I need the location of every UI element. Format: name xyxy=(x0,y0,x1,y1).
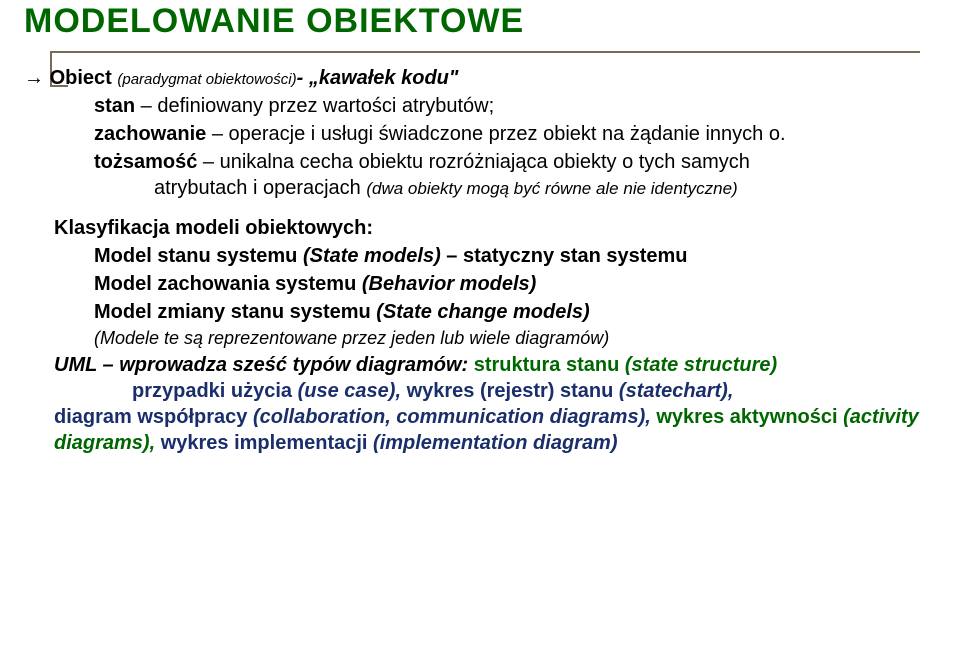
content-body: → Obiect (paradygmat obiektowości)- „kaw… xyxy=(24,65,936,456)
uml3b: (collaboration, communication diagrams), xyxy=(253,406,656,428)
obiect-line: → Obiect (paradygmat obiektowości)- „kaw… xyxy=(24,65,936,91)
uml2c: wykres (rejestr) stanu xyxy=(407,380,619,402)
uml-a: UML – wprowadza sześć typów diagramów: xyxy=(54,354,474,376)
arrow-text: → xyxy=(24,67,50,89)
k2b: (Behavior models) xyxy=(362,273,536,295)
tozsamosc-word: tożsamość xyxy=(94,151,197,173)
k1a: Model stanu systemu xyxy=(94,245,303,267)
k3a: Model zmiany stanu systemu xyxy=(94,301,376,323)
uml3e: wykres implementacji xyxy=(161,432,373,454)
uml-line3: diagram współpracy (collaboration, commu… xyxy=(54,404,936,456)
klasyfikacja-title: Klasyfikacja modeli obiektowych: xyxy=(54,215,936,241)
stan-word: stan xyxy=(94,95,135,117)
uml-c: (state structure) xyxy=(625,354,777,376)
k1b: (State models) xyxy=(303,245,441,267)
modele-note: (Modele te są reprezentowane przez jeden… xyxy=(94,327,936,350)
uml3c: wykres aktywności xyxy=(656,406,843,428)
uml3a: diagram współpracy xyxy=(54,406,253,428)
model-zachowania: Model zachowania systemu (Behavior model… xyxy=(94,271,936,297)
tozsamosc-line2: atrybutach i operacjach (dwa obiekty mog… xyxy=(154,175,936,201)
uml2a: przypadki użycia xyxy=(132,380,298,402)
obiect-paren: (paradygmat obiektowości) xyxy=(117,71,296,88)
tozsamosc-line: tożsamość – unikalna cecha obiektu rozró… xyxy=(94,149,936,175)
zachowanie-line: zachowanie – operacje i usługi świadczon… xyxy=(94,121,936,147)
zachowanie-def: – operacje i usługi świadczone przez obi… xyxy=(206,123,785,145)
zachowanie-word: zachowanie xyxy=(94,123,206,145)
uml2b: (use case), xyxy=(298,380,407,402)
tozsamosc-paren: (dwa obiekty mogą być równe ale nie iden… xyxy=(366,179,737,198)
uml2d: (statechart), xyxy=(619,380,733,402)
uml-b: struktura stanu xyxy=(474,354,625,376)
k3b: (State change models) xyxy=(376,301,589,323)
page-title: MODELOWANIE OBIEKTOWE xyxy=(24,2,936,41)
uml-line1: UML – wprowadza sześć typów diagramów: s… xyxy=(54,352,936,378)
uml-line2: przypadki użycia (use case), wykres (rej… xyxy=(132,378,936,404)
tozsamosc-def: – unikalna cecha obiektu rozróżniająca o… xyxy=(197,151,750,173)
model-stanu: Model stanu systemu (State models) – sta… xyxy=(94,243,936,269)
stan-def: – definiowany przez wartości atrybutów; xyxy=(135,95,494,117)
model-zmiany: Model zmiany stanu systemu (State change… xyxy=(94,299,936,325)
obiect-tail: - „kawałek kodu" xyxy=(297,67,459,89)
tozsamosc-cont: atrybutach i operacjach xyxy=(154,177,366,199)
k2a: Model zachowania systemu xyxy=(94,273,362,295)
uml3f: (implementation diagram) xyxy=(373,432,617,454)
k1c: – statyczny stan systemu xyxy=(441,245,688,267)
title-text: MODELOWANIE OBIEKTOWE xyxy=(24,2,524,40)
obiect-word: Obiect xyxy=(50,67,118,89)
stan-line: stan – definiowany przez wartości atrybu… xyxy=(94,93,936,119)
